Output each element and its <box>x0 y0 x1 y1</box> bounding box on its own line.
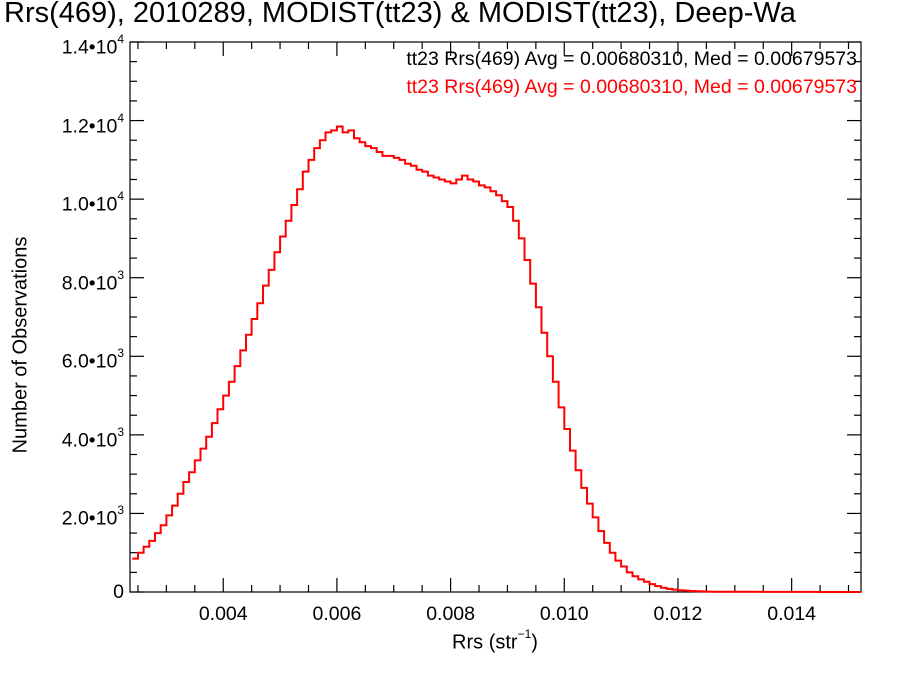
axis-ticks <box>130 41 861 593</box>
x-axis-label-exponent: −1 <box>517 627 532 641</box>
histogram-series-line <box>132 125 861 593</box>
y-tick-label: 4.0•103 <box>61 424 124 452</box>
x-tick-label: 0.004 <box>198 603 248 625</box>
y-tick-label: 1.0•104 <box>61 189 124 216</box>
stats-label-black: tt23 Rrs(469) Avg = 0.00680310, Med = 0.… <box>406 48 857 70</box>
x-axis-label-close: ) <box>531 631 538 654</box>
y-tick-label: 8.0•103 <box>61 267 124 295</box>
y-axis-label: Number of Observations <box>9 236 32 454</box>
x-tick-label: 0.014 <box>767 603 817 625</box>
chart-title: Rrs(469), 2010289, MODIST(tt23) & MODIST… <box>4 0 796 29</box>
stats-label-red: tt23 Rrs(469) Avg = 0.00680310, Med = 0.… <box>406 76 857 98</box>
y-tick-label: 2.0•103 <box>61 503 124 530</box>
x-tick-label: 0.010 <box>539 603 589 625</box>
x-axis-label: Rrs (str−1) <box>452 627 538 655</box>
x-tick-label: 0.012 <box>653 603 703 625</box>
x-tick-label: 0.008 <box>426 603 475 625</box>
x-axis-label-base: Rrs (str <box>452 631 518 654</box>
x-tick-label: 0.006 <box>312 603 362 625</box>
y-tick-label: 1.4•104 <box>61 32 124 59</box>
y-tick-label: 1.2•104 <box>61 110 124 138</box>
y-tick-label: 0 <box>113 581 124 603</box>
plot-frame <box>129 41 862 593</box>
y-tick-label: 6.0•103 <box>61 346 124 373</box>
